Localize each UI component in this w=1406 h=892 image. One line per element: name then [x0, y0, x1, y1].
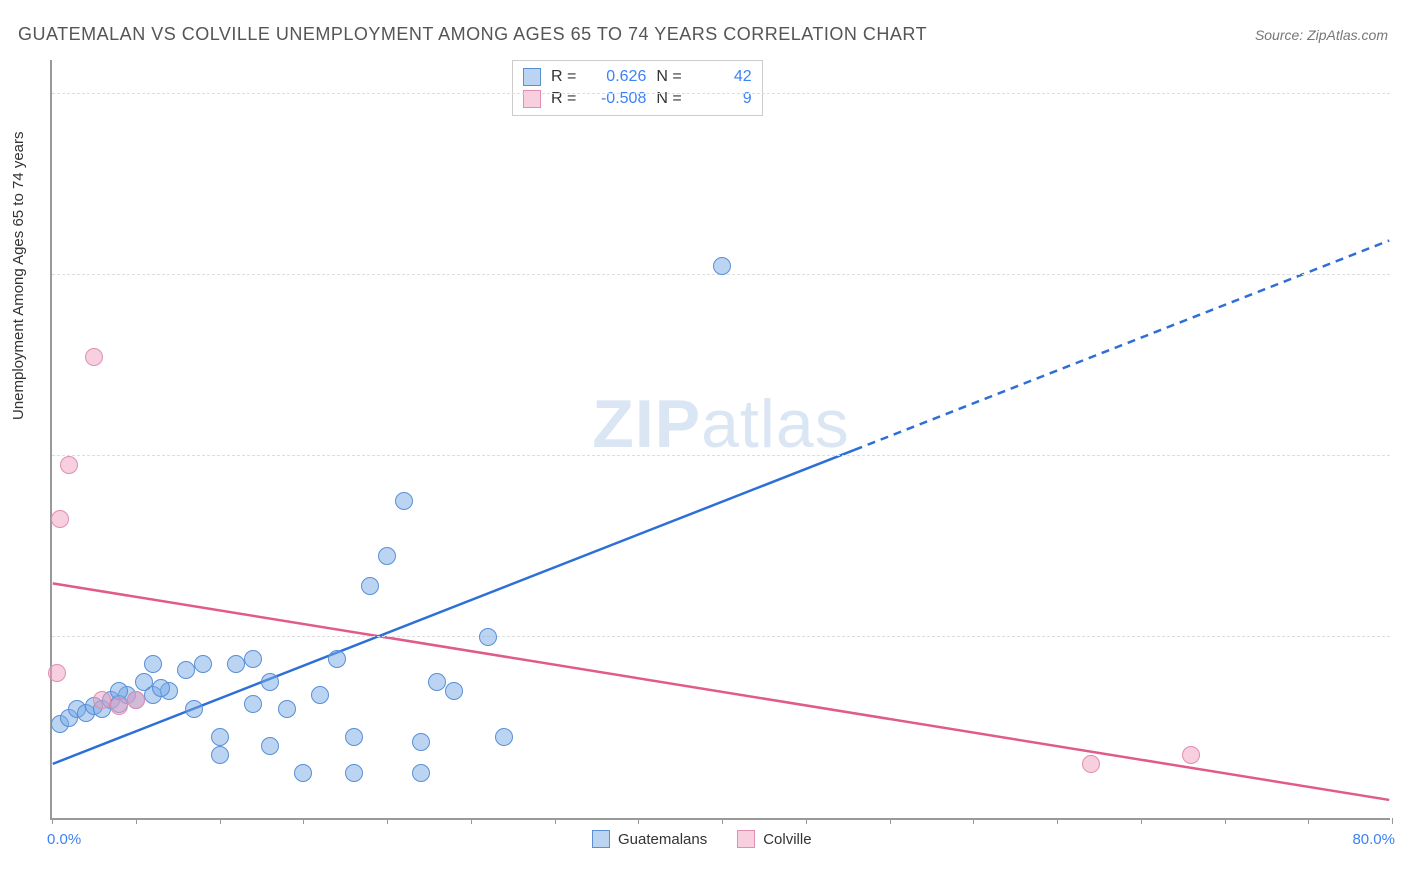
data-point-guatemalans [152, 679, 170, 697]
x-tick [1392, 818, 1393, 824]
data-point-guatemalans [244, 650, 262, 668]
data-point-colville [48, 664, 66, 682]
data-point-colville [1082, 755, 1100, 773]
source-name: ZipAtlas.com [1307, 27, 1388, 43]
legend-swatch-colville [737, 830, 755, 848]
legend-label-colville: Colville [763, 831, 811, 848]
data-point-guatemalans [227, 655, 245, 673]
data-point-colville [93, 691, 111, 709]
legend-swatch-guatemalans [523, 68, 541, 86]
legend-item-colville: Colville [737, 830, 811, 848]
data-point-guatemalans [144, 655, 162, 673]
data-point-guatemalans [261, 673, 279, 691]
legend-r-value-guatemalans: 0.626 [586, 68, 646, 86]
x-tick [1308, 818, 1309, 824]
x-tick [471, 818, 472, 824]
data-point-guatemalans [345, 728, 363, 746]
data-point-guatemalans [428, 673, 446, 691]
data-point-colville [51, 510, 69, 528]
chart-source: Source: ZipAtlas.com [1255, 27, 1388, 43]
data-point-guatemalans [211, 746, 229, 764]
data-point-guatemalans [361, 577, 379, 595]
data-point-guatemalans [278, 700, 296, 718]
legend-r-label: R = [551, 68, 576, 86]
legend-swatch-guatemalans [592, 830, 610, 848]
legend-item-guatemalans: Guatemalans [592, 830, 707, 848]
x-tick [52, 818, 53, 824]
x-tick-label: 0.0% [47, 831, 81, 848]
data-point-colville [60, 456, 78, 474]
data-point-guatemalans [395, 492, 413, 510]
y-axis-label: Unemployment Among Ages 65 to 74 years [10, 131, 27, 420]
data-point-guatemalans [713, 257, 731, 275]
data-point-guatemalans [495, 728, 513, 746]
x-tick [722, 818, 723, 824]
source-prefix: Source: [1255, 27, 1307, 43]
x-tick [303, 818, 304, 824]
trend-line-solid [53, 450, 855, 764]
data-point-guatemalans [294, 764, 312, 782]
legend-series: Guatemalans Colville [592, 830, 812, 848]
gridline [52, 455, 1390, 456]
legend-label-guatemalans: Guatemalans [618, 831, 707, 848]
data-point-colville [85, 348, 103, 366]
data-point-colville [110, 697, 128, 715]
x-tick [1225, 818, 1226, 824]
trend-line-dashed [855, 240, 1390, 449]
data-point-colville [127, 691, 145, 709]
data-point-guatemalans [479, 628, 497, 646]
legend-correlation: R = 0.626 N = 42 R = -0.508 N = 9 [512, 60, 763, 116]
data-point-guatemalans [445, 682, 463, 700]
data-point-guatemalans [412, 733, 430, 751]
legend-row-guatemalans: R = 0.626 N = 42 [523, 66, 752, 88]
legend-n-value-guatemalans: 42 [692, 68, 752, 86]
data-point-guatemalans [211, 728, 229, 746]
x-tick [1057, 818, 1058, 824]
data-point-guatemalans [412, 764, 430, 782]
x-tick [890, 818, 891, 824]
x-tick [806, 818, 807, 824]
data-point-guatemalans [378, 547, 396, 565]
plot-area: ZIPatlas R = 0.626 N = 42 R = -0.508 N =… [50, 60, 1390, 820]
data-point-guatemalans [261, 737, 279, 755]
data-point-colville [1182, 746, 1200, 764]
x-tick [136, 818, 137, 824]
x-tick [638, 818, 639, 824]
chart-title: GUATEMALAN VS COLVILLE UNEMPLOYMENT AMON… [18, 24, 927, 45]
x-tick-label: 80.0% [1352, 831, 1395, 848]
data-point-guatemalans [311, 686, 329, 704]
data-point-guatemalans [185, 700, 203, 718]
x-tick [555, 818, 556, 824]
gridline [52, 636, 1390, 637]
legend-row-colville: R = -0.508 N = 9 [523, 88, 752, 110]
x-tick [387, 818, 388, 824]
data-point-guatemalans [244, 695, 262, 713]
data-point-guatemalans [177, 661, 195, 679]
legend-n-label: N = [656, 68, 681, 86]
data-point-guatemalans [345, 764, 363, 782]
chart-header: GUATEMALAN VS COLVILLE UNEMPLOYMENT AMON… [18, 24, 1388, 45]
x-tick [220, 818, 221, 824]
gridline [52, 93, 1390, 94]
x-tick [973, 818, 974, 824]
data-point-guatemalans [328, 650, 346, 668]
x-tick [1141, 818, 1142, 824]
trend-line-solid [53, 583, 1389, 800]
data-point-guatemalans [194, 655, 212, 673]
